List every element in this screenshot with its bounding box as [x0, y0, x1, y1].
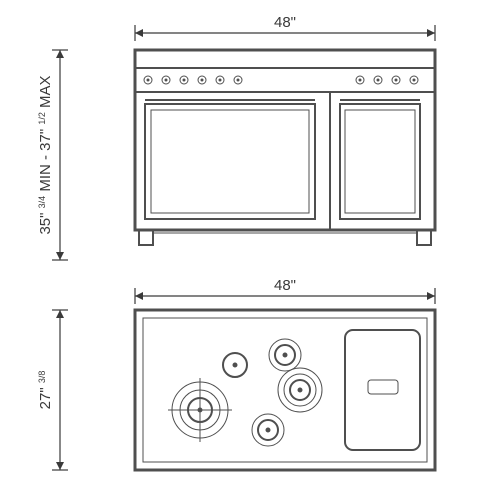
- svg-text:48": 48": [274, 277, 296, 294]
- svg-text:35" 3/4 MIN - 37" 1/2 MAX: 35" 3/4 MIN - 37" 1/2 MAX: [37, 75, 54, 234]
- dimension-diagram: 48" 48" 35" 3/4 MIN - 37" 1/2 MAX 27" 3/8: [0, 0, 500, 500]
- svg-text:48": 48": [274, 14, 296, 31]
- svg-text:27" 3/8: 27" 3/8: [37, 371, 54, 410]
